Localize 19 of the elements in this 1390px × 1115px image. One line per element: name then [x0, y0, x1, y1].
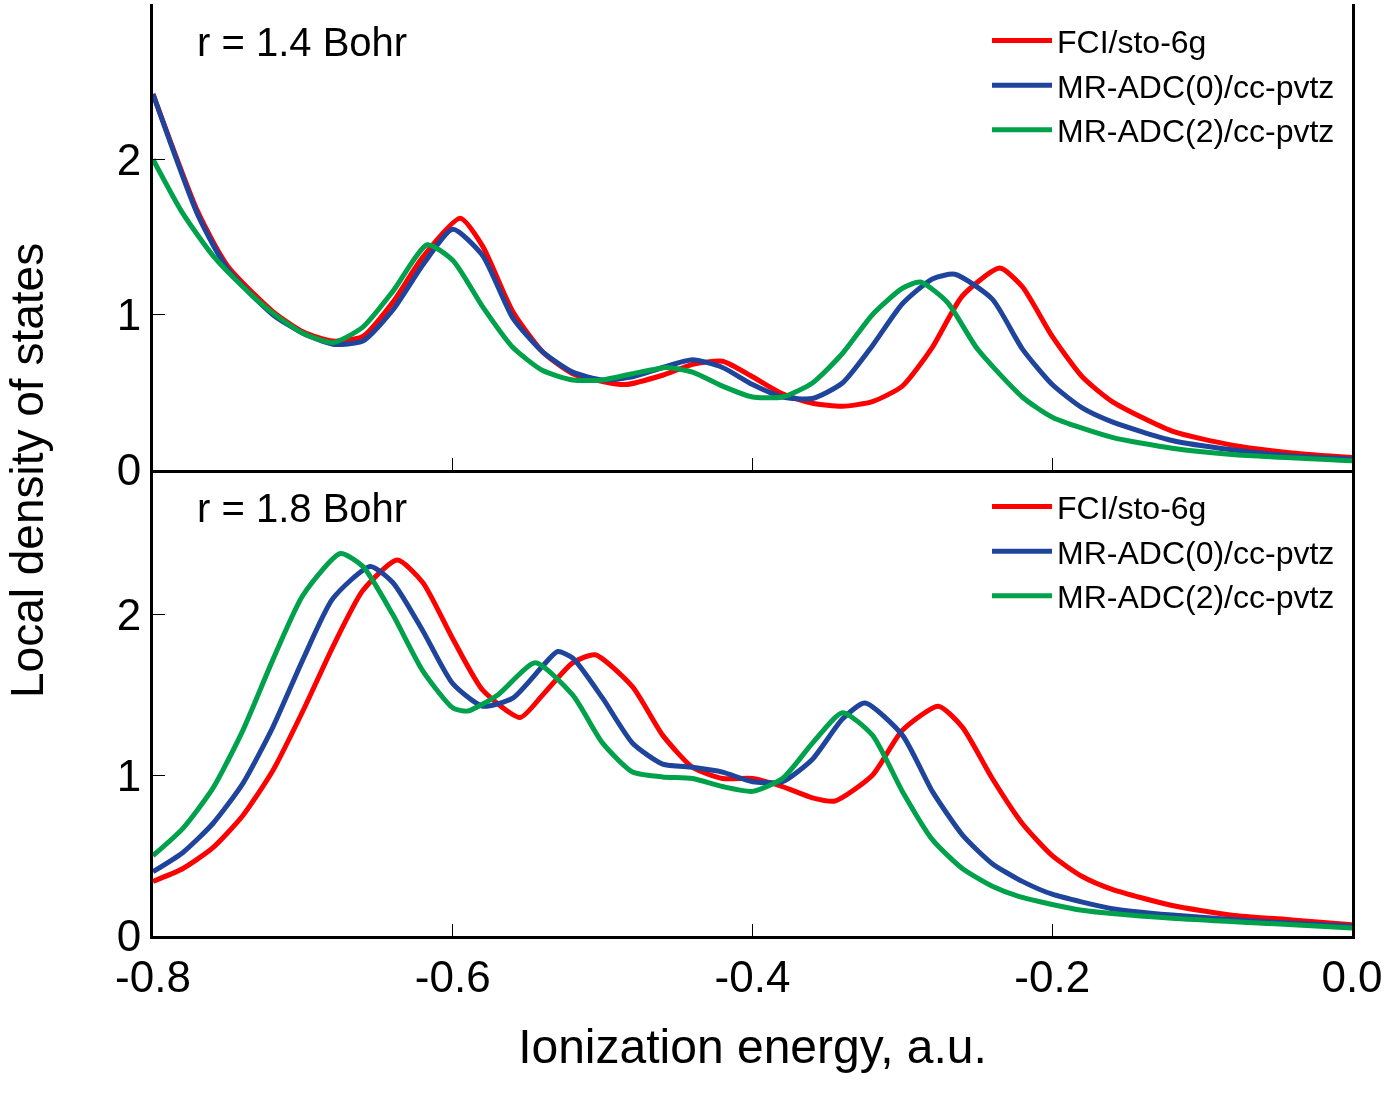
- y-tick-label: 0: [116, 445, 142, 495]
- legend-label: FCI/sto-6g: [1057, 490, 1207, 527]
- legend-label: MR-ADC(2)/cc-pvtz: [1057, 113, 1335, 150]
- x-tick-label: -0.2: [1014, 951, 1091, 1001]
- annotation: r = 1.8 Bohr: [197, 486, 408, 530]
- y-tick-label: 1: [116, 750, 142, 800]
- x-tick-label: -0.4: [714, 951, 791, 1001]
- legend-label: MR-ADC(0)/cc-pvtz: [1057, 68, 1335, 105]
- annotation: r = 1.4 Bohr: [197, 20, 408, 64]
- x-axis-title: Ionization energy, a.u.: [518, 1019, 987, 1073]
- x-tick-label: 0.0: [1321, 951, 1383, 1001]
- y-axis-title: Local density of states: [0, 242, 54, 698]
- y-tick-label: 2: [116, 590, 142, 640]
- legend-label: FCI/sto-6g: [1057, 24, 1207, 61]
- x-tick-label: -0.6: [414, 951, 491, 1001]
- y-tick-label: 1: [116, 290, 142, 340]
- legend-label: MR-ADC(2)/cc-pvtz: [1057, 579, 1335, 616]
- legend-label: MR-ADC(0)/cc-pvtz: [1057, 534, 1335, 571]
- y-tick-label: 2: [116, 134, 142, 184]
